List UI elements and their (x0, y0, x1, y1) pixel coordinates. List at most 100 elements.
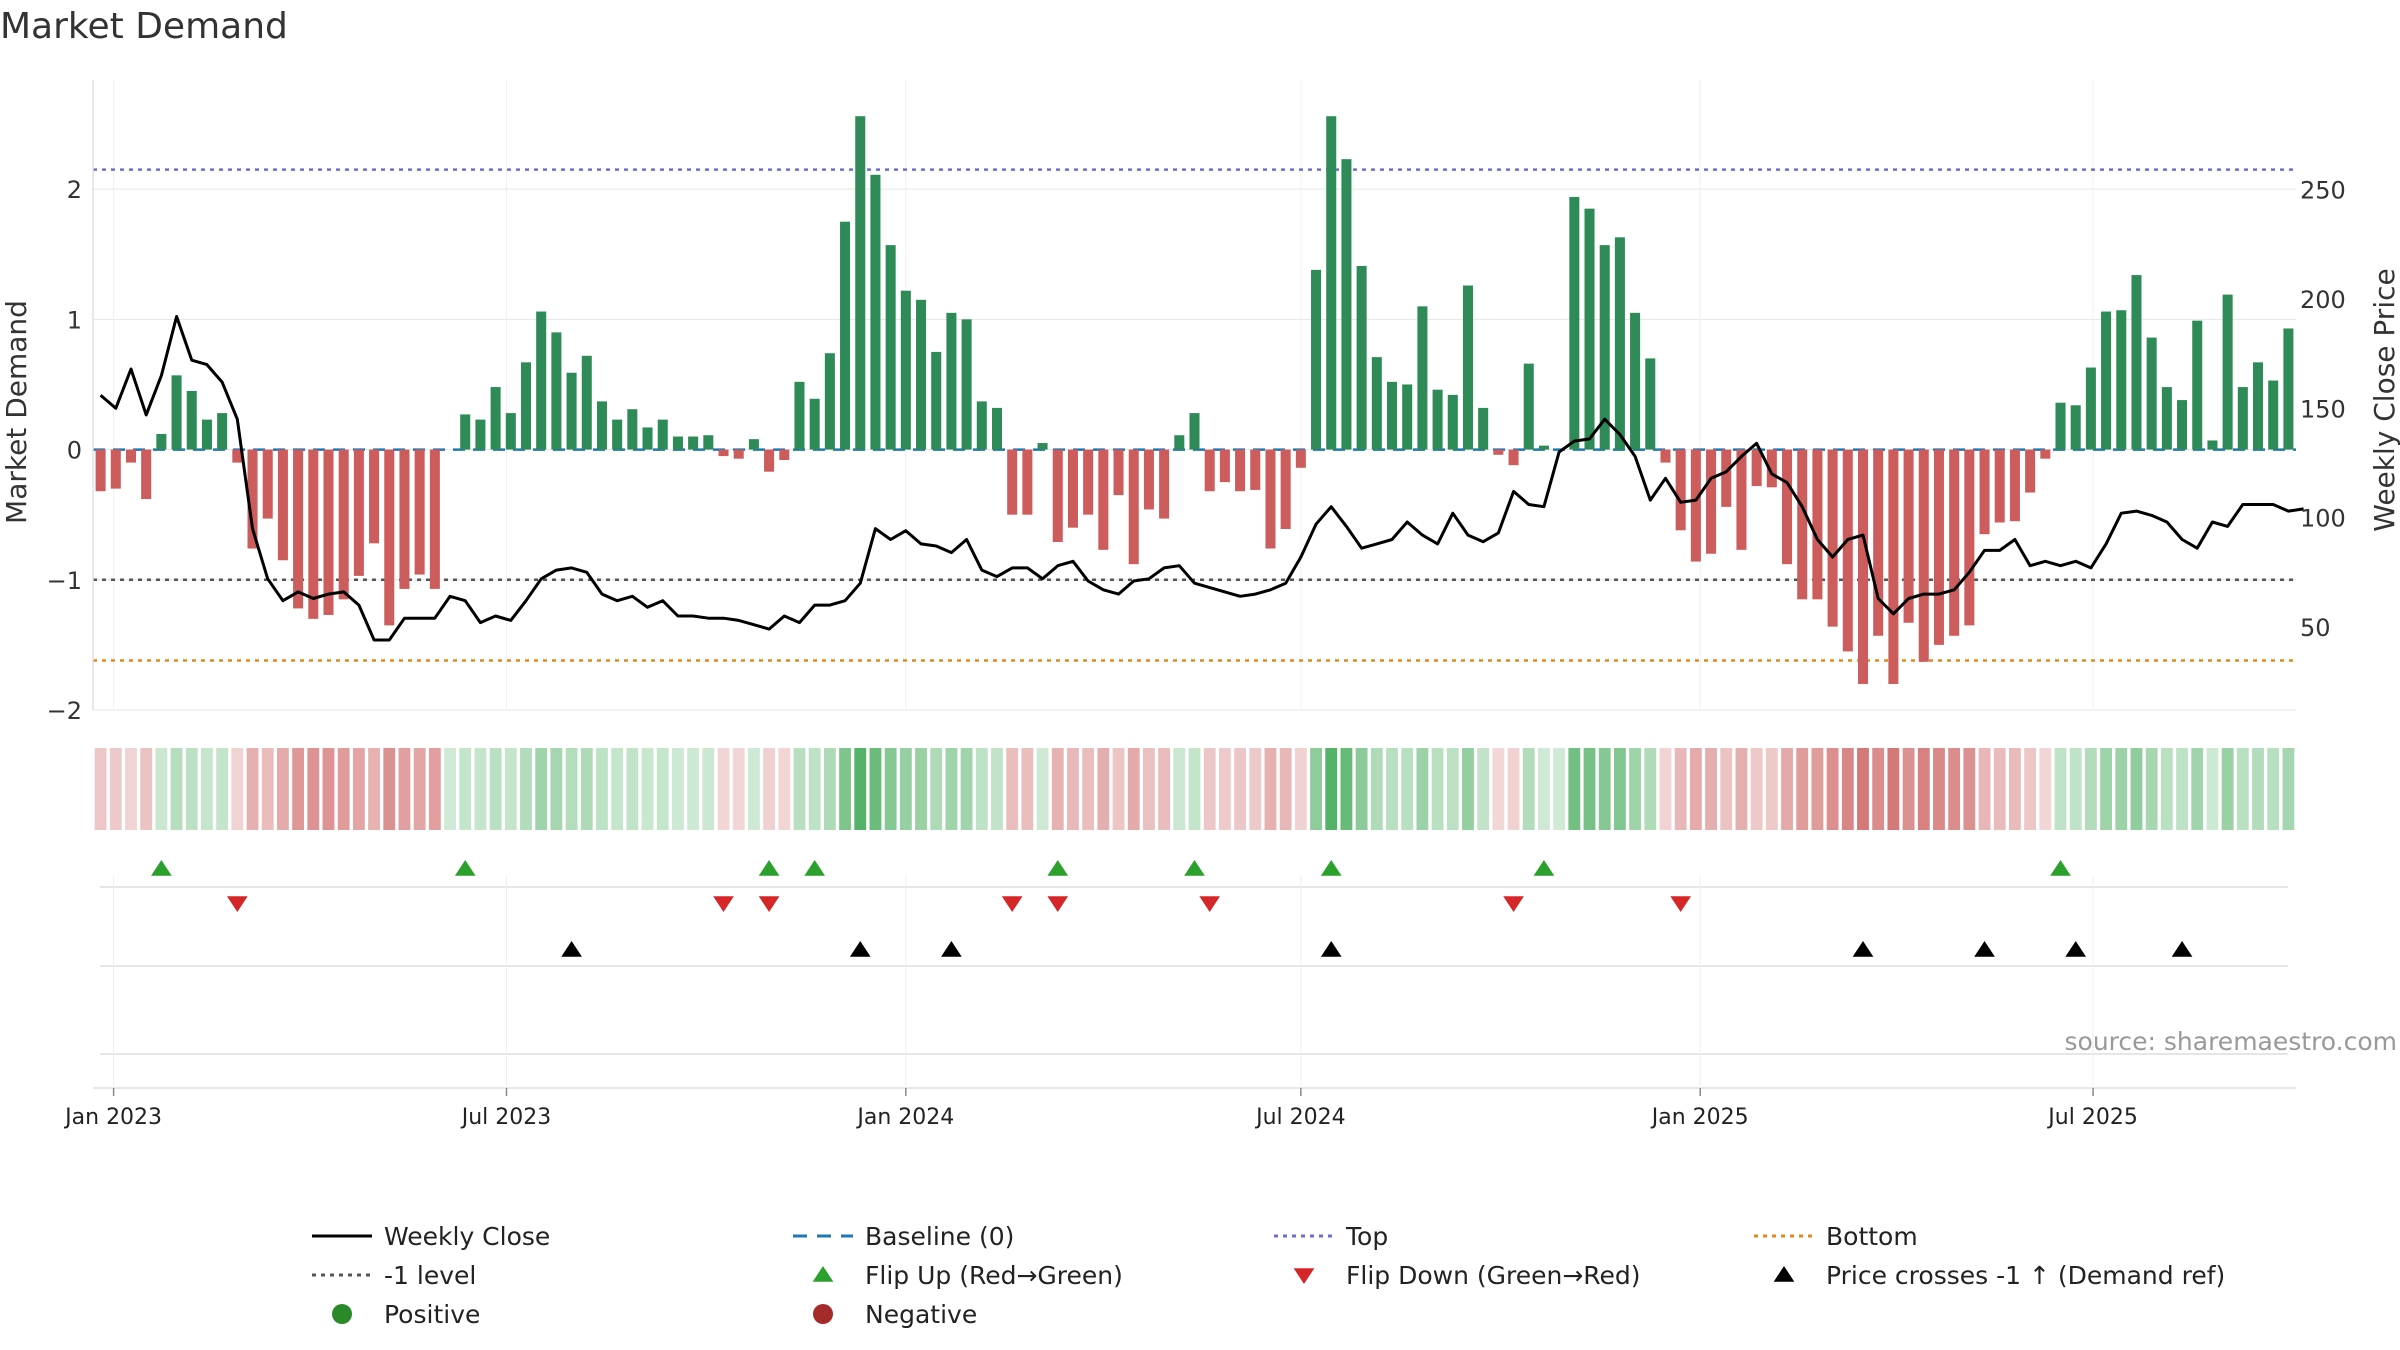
heat-cell (1218, 748, 1231, 830)
heat-cell (1340, 748, 1353, 830)
demand-bar (1219, 449, 1230, 483)
demand-bar (1493, 449, 1504, 455)
legend-item: Top (1274, 1222, 1388, 1251)
demand-bar (262, 449, 273, 519)
demand-bar (581, 355, 592, 450)
price-cross-marker (1320, 941, 1342, 957)
demand-bar (1386, 381, 1398, 450)
heat-cell (1142, 748, 1155, 830)
price-cross-marker (1974, 941, 1995, 957)
demand-bar (1918, 449, 1929, 662)
heat-cell (687, 748, 700, 830)
demand-bar (1295, 449, 1306, 468)
legend-label: Flip Up (Red→Green) (865, 1261, 1123, 1290)
demand-bar (1311, 269, 1322, 450)
demand-bar (748, 439, 759, 450)
flip-up-marker (2050, 860, 2071, 876)
flip-up-marker (804, 860, 826, 876)
heat-cell (2100, 748, 2113, 830)
demand-bar (2192, 320, 2203, 450)
heat-cell (869, 748, 882, 830)
heat-cell (1082, 748, 1095, 830)
right-tick-label: 150 (2300, 395, 2346, 423)
right-tick-label: 100 (2300, 505, 2346, 533)
heat-cell (504, 748, 517, 830)
demand-bar (1037, 443, 1048, 450)
price-cross-marker (941, 941, 962, 957)
heat-cell (261, 748, 274, 830)
demand-bar (384, 449, 395, 626)
heat-cell (413, 748, 426, 830)
heat-cell (1431, 748, 1444, 830)
left-tick-label: 0 (67, 437, 82, 465)
demand-bar (1478, 407, 1489, 450)
left-tick-label: 2 (67, 176, 82, 204)
date-tick-label: Jul 2024 (1254, 1105, 1346, 1130)
heat-cell (125, 748, 137, 830)
flip-up-marker (758, 860, 780, 876)
demand-bar (505, 413, 516, 450)
heat-cell (656, 748, 669, 830)
demand-bar (1128, 449, 1139, 565)
heat-cell (1659, 748, 1672, 830)
demand-bar (2283, 328, 2294, 450)
demand-bar (1903, 449, 1914, 623)
demand-bar (125, 449, 136, 463)
demand-bar (1432, 389, 1443, 450)
demand-bar (475, 419, 486, 450)
legend-swatch (1773, 1266, 1795, 1282)
demand-bar (885, 245, 896, 450)
heat-cell (1720, 748, 1733, 830)
demand-bar (1706, 449, 1717, 554)
demand-bar (1857, 449, 1869, 684)
demand-bar (2207, 440, 2218, 450)
heat-cell (1841, 748, 1854, 830)
flip-down-marker (1199, 896, 1221, 912)
legend-label: Top (1345, 1222, 1388, 1251)
axes: 2 1 0 −1 −2 250 200 150 100 50 Market Demand Weekly… (0, 80, 2400, 725)
heat-cell (1750, 748, 1763, 830)
weekly-close-line (99, 315, 2304, 642)
heat-cell (2069, 748, 2082, 830)
heat-cell (1036, 748, 1049, 830)
demand-bar (1235, 449, 1246, 492)
heat-cell (899, 748, 912, 830)
heat-cell (474, 748, 487, 830)
demand-bar (900, 290, 911, 450)
heat-cell (2039, 748, 2052, 830)
demand-bar (688, 436, 699, 450)
demand-bar (399, 449, 410, 589)
demand-bar (201, 419, 212, 450)
demand-bar (779, 449, 790, 460)
demand-bar (1964, 449, 1975, 626)
heat-cell (231, 748, 244, 830)
heat-cell (1826, 748, 1839, 830)
heat-cell (1021, 748, 1034, 830)
demand-bar (991, 407, 1003, 450)
demand-bar (2161, 387, 2172, 450)
heat-cell (2267, 748, 2280, 830)
demand-bar (718, 449, 729, 457)
demand-bar (277, 449, 288, 561)
legend-swatch (813, 1304, 833, 1324)
heat-cell (1613, 748, 1626, 830)
demand-bar (186, 390, 197, 450)
legend-label: -1 level (384, 1261, 476, 1290)
demand-bar (1356, 265, 1367, 450)
demand-bar (217, 413, 228, 450)
demand-bar (931, 351, 942, 450)
demand-bar (323, 449, 334, 615)
demand-bar (794, 381, 805, 450)
demand-bar (232, 449, 243, 463)
heat-cell (307, 748, 320, 830)
heat-cell (641, 748, 654, 830)
heat-cell (1689, 748, 1702, 830)
left-tick-label: −2 (47, 697, 82, 725)
heat-cell (1249, 748, 1262, 830)
heat-cell (930, 748, 943, 830)
demand-bar (1022, 449, 1033, 515)
heat-cell (322, 748, 335, 830)
demand-bar (612, 419, 623, 450)
flip-down-marker (226, 896, 248, 912)
flip-up-marker (1320, 860, 1342, 876)
